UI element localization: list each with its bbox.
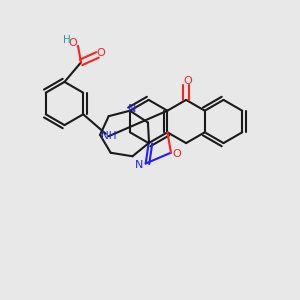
Text: N: N [128, 104, 136, 114]
Text: H: H [63, 35, 70, 45]
Text: O: O [183, 76, 192, 86]
Text: O: O [68, 38, 77, 49]
Text: N: N [135, 160, 143, 170]
Text: O: O [97, 48, 106, 59]
Text: O: O [172, 149, 181, 159]
Text: NH: NH [101, 131, 116, 141]
